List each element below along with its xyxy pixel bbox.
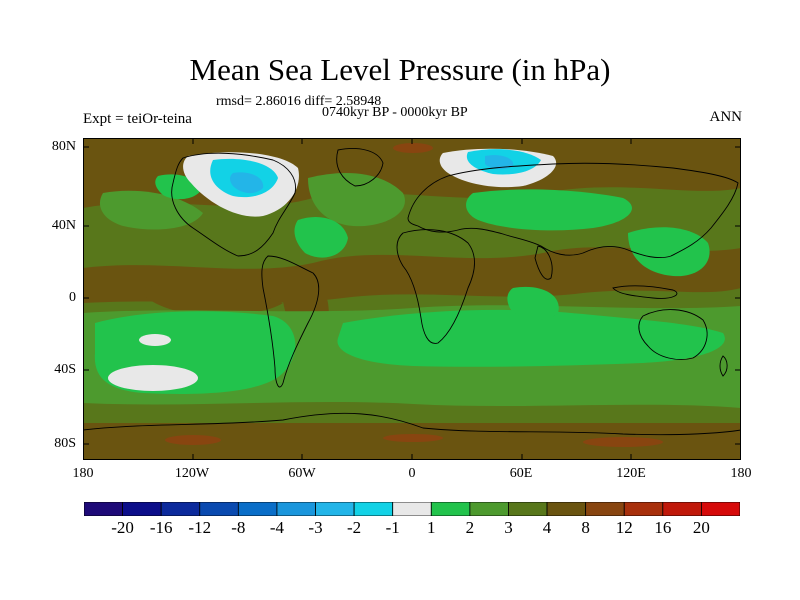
coast-south-america (261, 255, 320, 388)
field-brown-tropical-pacific (142, 283, 283, 315)
lat-label-40s: 40S (54, 362, 76, 377)
coast-australia (638, 309, 708, 360)
colorbar-label: 20 (692, 518, 710, 537)
field-blue-fennoscandia-core (485, 155, 514, 170)
field-white-south-pacific-large (108, 365, 198, 391)
colorbar-swatch (430, 502, 471, 516)
colorbar-swatch (508, 502, 548, 516)
colorbar-label: -1 (385, 518, 400, 537)
coast-north-america (171, 152, 296, 257)
coast-africa (396, 229, 475, 344)
colorbar-swatch (353, 502, 394, 516)
field-bright-green-eurasia (466, 189, 632, 231)
colorbar-label: -3 (308, 518, 323, 537)
colorbar-label: 3 (504, 518, 513, 537)
lon-label-180-west: 180 (72, 466, 94, 481)
colorbar-label: -8 (231, 518, 246, 537)
coast-antarctica (83, 412, 741, 436)
lon-label-120e: 120E (616, 466, 646, 481)
field-bright-green-southern-indian (337, 309, 725, 367)
pressure-difference-map (83, 138, 741, 460)
lat-label-80n: 80N (51, 139, 76, 154)
colorbar-swatch (701, 502, 740, 516)
field-bright-green-west-pacific (628, 227, 710, 277)
colorbar-label: 2 (465, 518, 475, 537)
field-green-north-pacific (99, 190, 203, 230)
lat-label-0: 0 (69, 290, 76, 305)
colorbar-swatch (276, 502, 316, 516)
field-green-north-atlantic (308, 173, 405, 227)
colorbar-label: -4 (269, 518, 285, 537)
field-blue-laurentide-core (230, 172, 264, 194)
colorbar-swatch (623, 502, 664, 516)
colorbar-label: 1 (427, 518, 436, 537)
colorbar-label: 12 (615, 518, 633, 537)
colorbar-label: -2 (347, 518, 362, 537)
colorbar-swatch (585, 502, 625, 516)
colorbar-swatch (662, 502, 702, 516)
coast-indonesia (612, 285, 678, 299)
experiment-label: Expt = teiOr-teina (83, 111, 192, 127)
field-red-brown-antarctic-1 (165, 435, 221, 445)
axis-ticks (83, 138, 741, 460)
coast-india (534, 245, 553, 280)
coast-new-zealand (719, 355, 728, 377)
colorbar-label: -20 (111, 518, 134, 537)
colorbar-swatch (122, 502, 162, 516)
lon-label-60w: 60W (288, 466, 316, 481)
colorbar-label: 4 (542, 518, 552, 537)
lat-label-80s: 80S (54, 436, 76, 451)
lon-label-180-east: 180 (730, 466, 752, 481)
coast-greenland (336, 148, 384, 187)
field-bright-green-atlantic-north (294, 217, 348, 258)
colorbar-swatch (546, 502, 587, 516)
colorbar-swatch (160, 502, 201, 516)
colorbar-swatch (237, 502, 278, 516)
lon-label-60e: 60E (509, 466, 533, 481)
colorbar-swatch (84, 502, 123, 516)
colorbar-swatch (315, 502, 355, 516)
lon-label-0: 0 (408, 466, 416, 481)
colorbar-label: 8 (581, 518, 590, 537)
colorbar (84, 502, 740, 516)
rmsd-diff-stats: rmsd= 2.86016 diff= 2.58948 (216, 94, 382, 109)
field-red-brown-antarctic-3 (383, 434, 443, 442)
field-red-brown-arctic (393, 143, 433, 153)
season-label: ANN (709, 109, 743, 125)
chart-title: Mean Sea Level Pressure (in hPa) (189, 52, 611, 87)
colorbar-swatch (392, 502, 432, 516)
colorbar-label: -12 (188, 518, 212, 537)
lat-label-40n: 40N (51, 218, 76, 233)
colorbar-label: -16 (149, 518, 173, 537)
coast-eurasia (407, 162, 739, 259)
field-white-south-pacific-small (139, 334, 171, 346)
colorbar-swatch (469, 502, 509, 516)
coastlines (83, 148, 741, 436)
lon-label-120w: 120W (174, 466, 210, 481)
field-red-brown-antarctic-2 (583, 437, 663, 447)
colorbar-label: 16 (654, 518, 672, 537)
colorbar-swatch (199, 502, 239, 516)
time-period-label: 0740kyr BP - 0000kyr BP (322, 105, 468, 120)
field-bright-green-indian-ocean (507, 286, 559, 321)
